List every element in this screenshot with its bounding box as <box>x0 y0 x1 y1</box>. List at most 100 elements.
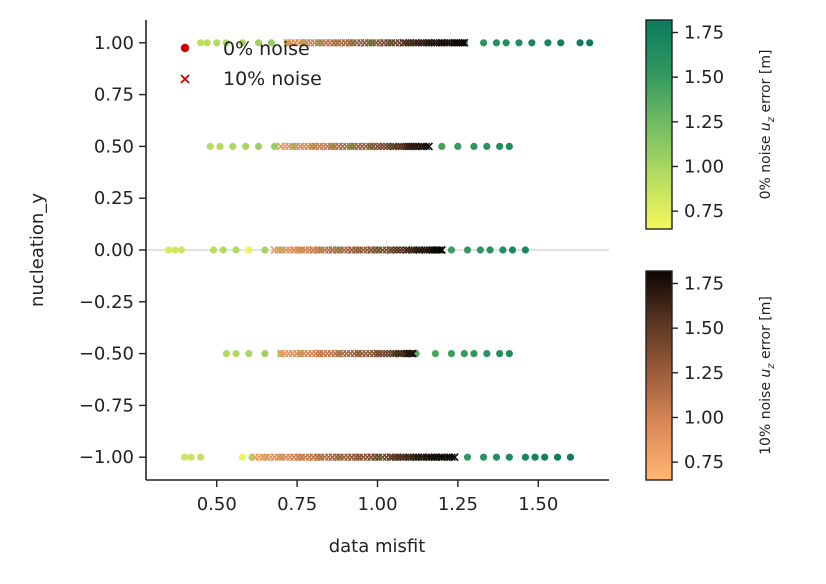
scatter-point-0pct <box>470 142 478 150</box>
scatter-point-10pct-fill <box>363 453 372 462</box>
scatter-point-0pct <box>261 350 269 358</box>
colorbar-label: 10% noise uz error [m] <box>758 296 777 455</box>
scatter-point-0pct <box>354 453 362 461</box>
scatter-point-0pct <box>460 350 468 358</box>
scatter-point-10pct-fill <box>420 142 428 151</box>
scatter-point-0pct <box>222 39 230 47</box>
scatter-point-0pct <box>245 246 253 254</box>
scatter-point-0pct <box>431 453 439 461</box>
scatter-point-0pct <box>406 39 414 47</box>
scatter-point-0pct <box>187 453 195 461</box>
scatter-point-0pct <box>373 246 382 254</box>
y-tick-label: −0.25 <box>79 292 134 313</box>
scatter-point-0pct <box>496 142 504 150</box>
scatter-point-0pct <box>367 142 375 150</box>
scatter-point-10pct-fill <box>432 453 441 462</box>
scatter-point-0pct <box>373 453 382 461</box>
colorbar-gradient <box>645 19 673 230</box>
x-tick-label: 1.50 <box>518 494 558 515</box>
x-tick-label: 0.75 <box>277 494 317 515</box>
scatter-point-0pct <box>171 246 179 254</box>
scatter-point-0pct <box>367 39 375 47</box>
x-tick-label: 0.50 <box>197 494 237 515</box>
scatter-point-10pct-fill <box>311 349 320 358</box>
scatter-point-0pct <box>499 246 507 254</box>
scatter-point-10pct-fill <box>423 246 431 254</box>
scatter-point-0pct <box>521 453 530 461</box>
y-tick-label: 0.75 <box>94 85 134 106</box>
scatter-point-10pct <box>328 453 337 462</box>
scatter-point-10pct-fill <box>382 453 391 462</box>
scatter-point-10pct-fill <box>350 142 359 151</box>
scatter-point-0pct <box>164 246 173 254</box>
scatter-point-10pct-fill <box>394 453 402 462</box>
x-axis-label: data misfit <box>329 536 426 557</box>
scatter-point-0pct <box>447 246 456 254</box>
scatter-point-10pct-fill <box>410 246 418 254</box>
scatter-point-10pct <box>276 142 286 151</box>
legend-x-marker <box>180 74 190 84</box>
scatter-point-0pct <box>238 39 247 47</box>
scatter-point-10pct <box>354 142 363 151</box>
y-tick-label: 0.00 <box>94 240 134 261</box>
scatter-point-0pct <box>335 246 343 254</box>
scatter-point-0pct <box>203 39 211 47</box>
scatter-point-0pct <box>496 350 504 358</box>
scatter-point-0pct <box>502 39 510 47</box>
scatter-point-0pct <box>290 142 298 150</box>
scatter-point-10pct-fill <box>286 453 294 462</box>
scatter-point-0pct <box>245 350 253 358</box>
scatter-point-0pct <box>454 142 462 150</box>
scatter-point-10pct-fill <box>396 246 404 254</box>
scatter-point-0pct <box>316 453 324 461</box>
y-tick-label: 0.25 <box>94 188 134 209</box>
scatter-point-10pct-fill <box>397 349 406 358</box>
scatter-point-10pct-fill <box>337 38 346 47</box>
scatter-point-0pct <box>463 453 472 461</box>
colorbar-label: 0% noise uz error [m] <box>758 50 777 200</box>
scatter-point-10pct-fill <box>408 142 417 151</box>
scatter-point-0pct <box>528 39 536 47</box>
scatter-point-0pct <box>483 350 491 358</box>
colorbar-gradient <box>645 270 673 481</box>
scatter-point-10pct-fill <box>286 246 294 254</box>
scatter-point-0pct <box>197 453 205 461</box>
scatter-point-10pct-fill <box>318 38 326 47</box>
scatter-point-0pct <box>254 39 263 47</box>
scatter-point-0pct <box>531 453 539 461</box>
scatter-point-0pct <box>328 142 337 150</box>
scatter-point-10pct-fill <box>344 453 352 462</box>
scatter-point-0pct <box>544 39 552 47</box>
scatter-point-0pct <box>177 246 185 254</box>
x-tick-label: 1.00 <box>357 494 397 515</box>
scatter-point-10pct-fill <box>324 246 333 254</box>
y-tick-label: 0.50 <box>94 136 134 157</box>
scatter-point-10pct-fill <box>292 349 301 358</box>
scatter-point-0pct <box>242 142 250 150</box>
scatter-point-0pct <box>180 453 189 461</box>
scatter-point-10pct <box>367 453 376 462</box>
scatter-point-0pct <box>470 350 478 358</box>
scatter-point-10pct <box>347 453 356 462</box>
scatter-point-0pct <box>586 39 594 47</box>
scatter-point-10pct-fill <box>305 246 314 254</box>
scatter-point-0pct <box>348 142 356 150</box>
scatter-point-10pct <box>289 453 298 462</box>
scatter-point-10pct-fill <box>397 142 406 151</box>
scatter-point-0pct <box>515 39 523 47</box>
scatter-point-0pct <box>213 39 221 47</box>
scatter-point-10pct-fill <box>407 349 416 358</box>
scatter-point-10pct-fill <box>350 349 359 358</box>
scatter-point-0pct <box>267 39 275 47</box>
scatter-point-10pct-fill <box>331 349 339 358</box>
y-tick-label: −1.00 <box>79 447 134 468</box>
scatter-point-0pct <box>197 39 205 47</box>
scatter-point-10pct-fill <box>445 453 454 462</box>
colorbar-10pct-noise: 1.75 1.50 1.25 1.00 0.75 10% noise uz error [… <box>645 270 777 481</box>
scatter-point-10pct <box>309 453 318 462</box>
scatter-point-0pct <box>505 350 513 358</box>
scatter-point-0pct <box>209 246 218 254</box>
scatter-point-10pct-fill <box>432 38 441 47</box>
scatter-point-10pct-fill <box>299 38 307 47</box>
scatter-point-10pct <box>360 38 369 47</box>
